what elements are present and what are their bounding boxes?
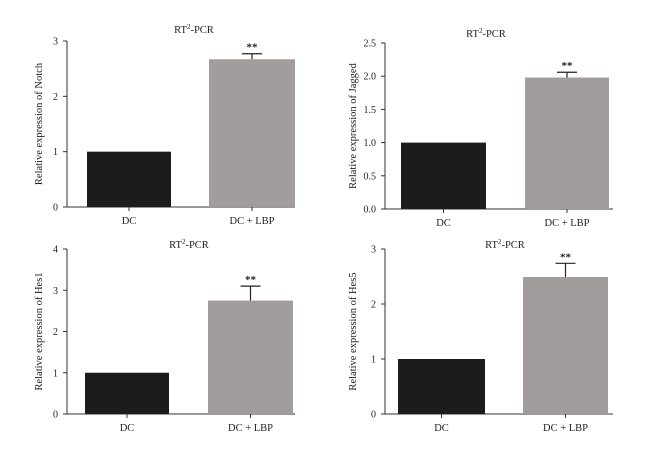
- y-tick-label: 1.0: [364, 138, 377, 149]
- x-tick-label: DC: [434, 423, 449, 434]
- chart-panel-4: 0 1 2 3 DC DC + LBP ** RT2-PCR Relative expressi…: [348, 238, 613, 434]
- significance-marker: **: [560, 251, 572, 263]
- x-tick-label: DC: [122, 216, 137, 227]
- bar-dc-lbp: [523, 277, 608, 414]
- x-tick-label: DC + LBP: [544, 218, 589, 229]
- bar-dc: [398, 359, 485, 414]
- y-axis-label: Relative expression of Notch: [34, 62, 45, 185]
- y-tick-label: 2.0: [364, 72, 377, 83]
- significance-marker: **: [562, 60, 574, 72]
- y-tick-label: 3: [371, 245, 376, 256]
- y-tick-label: 4: [53, 245, 58, 256]
- y-tick-label: 1: [53, 147, 58, 158]
- y-tick-label: 0: [53, 410, 58, 421]
- chart-title: RT2-PCR: [174, 23, 214, 36]
- y-tick-label: 0: [371, 410, 376, 421]
- y-tick-label: 2: [53, 92, 58, 103]
- y-tick-label: 0: [53, 203, 58, 214]
- y-tick-label: 1: [53, 368, 58, 379]
- bar-dc: [85, 372, 169, 414]
- chart-title: RT2-PCR: [466, 27, 506, 40]
- y-tick-label: 3: [53, 286, 58, 297]
- bar-dc: [87, 151, 171, 207]
- bar-dc-lbp: [209, 59, 295, 208]
- y-tick-label: 2: [371, 300, 376, 311]
- y-tick-label: 2: [53, 327, 58, 338]
- x-tick-label: DC: [436, 218, 451, 229]
- y-axis-label: Relative expression of Hes1: [34, 272, 45, 390]
- x-tick-label: DC + LBP: [543, 423, 588, 434]
- bar-dc-lbp: [208, 300, 293, 414]
- y-tick-label: 1.5: [364, 105, 377, 116]
- chart-panel-2: 0.0 0.5 1.0 1.5 2.0 2.5 DC DC + LBP ** RT2-PCR Rel…: [348, 27, 613, 229]
- y-tick-label: 1: [371, 355, 376, 366]
- bar-dc: [401, 142, 486, 209]
- significance-marker: **: [245, 274, 257, 286]
- chart-panel-3: 0 1 2 3 4 DC DC + LBP ** RT2-PCR Relative express…: [34, 238, 295, 434]
- y-tick-label: 0.5: [364, 171, 377, 182]
- y-axis-label: Relative expression of Hes5: [348, 272, 359, 390]
- x-tick-label: DC + LBP: [228, 423, 273, 434]
- chart-panel-1: 0 1 2 3 DC DC + LBP ** RT2-PCR Relative expressi…: [34, 23, 295, 227]
- bar-dc-lbp: [525, 77, 609, 209]
- y-tick-label: 3: [53, 37, 58, 48]
- y-tick-label: 2.5: [364, 39, 377, 50]
- significance-marker: **: [247, 42, 259, 54]
- x-tick-label: DC + LBP: [229, 216, 274, 227]
- x-tick-label: DC: [120, 423, 135, 434]
- y-axis-label: Relative expression of Jagged: [348, 62, 359, 188]
- y-tick-label: 0.0: [364, 205, 377, 216]
- chart-title: RT2-PCR: [169, 238, 209, 251]
- chart-title: RT2-PCR: [485, 238, 525, 251]
